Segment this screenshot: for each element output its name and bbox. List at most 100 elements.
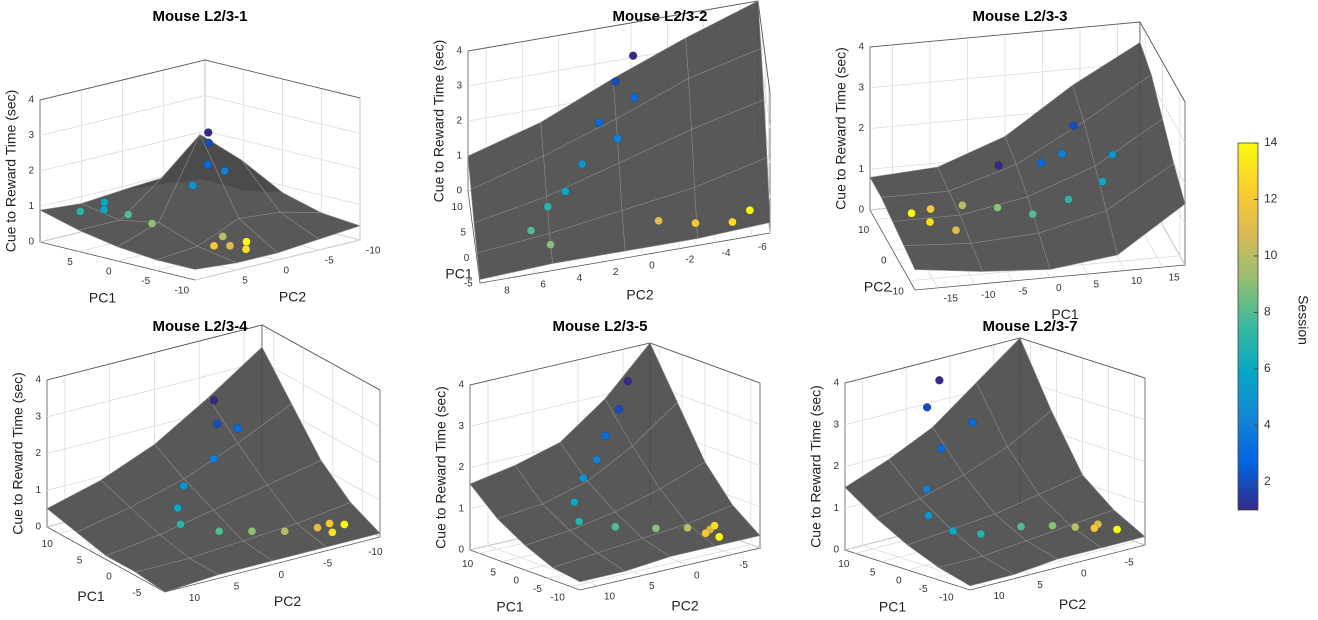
point bbox=[209, 241, 219, 251]
point bbox=[1037, 158, 1046, 168]
y-tick-label: 0 bbox=[1081, 569, 1087, 580]
point bbox=[340, 520, 349, 529]
axis-label: PC1 bbox=[89, 290, 116, 306]
colorbar-label: Session bbox=[1295, 295, 1311, 345]
point bbox=[280, 527, 289, 536]
z-tick-label: 0 bbox=[458, 545, 464, 556]
box-edge bbox=[39, 59, 206, 101]
axis-label: PC2 bbox=[864, 279, 891, 295]
y-tick-label: 8 bbox=[504, 286, 510, 297]
y-tick-label: -5 bbox=[325, 256, 334, 267]
point bbox=[728, 217, 737, 227]
axis-label: Cue to Reward Time (sec) bbox=[431, 40, 447, 203]
colorbar-tick-label: 6 bbox=[1264, 361, 1271, 375]
y-tick-label: 5 bbox=[242, 276, 248, 287]
point bbox=[710, 521, 719, 530]
colorbar-tick-label: 14 bbox=[1264, 135, 1278, 149]
axis-label: PC2 bbox=[279, 289, 306, 305]
point bbox=[907, 208, 916, 218]
point bbox=[1028, 209, 1037, 219]
y-tick-label: 0 bbox=[694, 570, 700, 581]
z-tick-label: 1 bbox=[858, 164, 864, 175]
z-tick-label: 4 bbox=[458, 380, 464, 391]
axis-label: Cue to Reward Time (sec) bbox=[10, 372, 26, 535]
point bbox=[179, 481, 189, 491]
point bbox=[936, 444, 946, 453]
panel: 0 1 2 3 4 -5 0 5 10 -10 -5 0 5 10 Mouse L2/3-4 PC1 PC2 Cu… bbox=[10, 318, 383, 609]
panel: 0 1 2 3 4 -10 -5 0 5 -10 -5 0 5 Mouse L2/3-1 PC1 PC2 Cue… bbox=[3, 8, 381, 306]
point bbox=[561, 187, 570, 196]
x-tick-label: -5 bbox=[132, 588, 141, 599]
point bbox=[577, 159, 587, 169]
point bbox=[124, 210, 133, 219]
point bbox=[204, 138, 213, 148]
x-tick-label: 0 bbox=[513, 576, 519, 587]
y-tick-label: 0 bbox=[284, 266, 290, 277]
panel: 0 1 2 3 4 -10 -5 0 5 10 -5 0 5 10 Mouse L2/3-5 PC1 PC2 Cu… bbox=[433, 318, 762, 615]
z-tick-label: 0 bbox=[456, 186, 462, 197]
point bbox=[526, 226, 536, 235]
point bbox=[203, 160, 212, 170]
y-tick-label: 0 bbox=[649, 261, 655, 272]
point bbox=[611, 522, 620, 532]
point bbox=[100, 197, 109, 207]
colorbar-tick-label: 10 bbox=[1264, 248, 1278, 262]
z-tick-label: 3 bbox=[28, 130, 34, 141]
z-tick-label: 1 bbox=[833, 503, 839, 514]
point bbox=[543, 202, 553, 211]
y-tick-label: -10 bbox=[889, 286, 904, 297]
point bbox=[225, 241, 235, 250]
point bbox=[1048, 521, 1057, 530]
z-tick-label: 0 bbox=[833, 545, 839, 556]
box-edge bbox=[46, 324, 263, 381]
point bbox=[613, 134, 622, 144]
axis-label: PC1 bbox=[77, 588, 104, 604]
point bbox=[325, 519, 334, 528]
point bbox=[1069, 121, 1078, 131]
y-tick-label: -5 bbox=[739, 560, 748, 571]
point bbox=[173, 503, 182, 513]
panel: 0 1 2 3 4 -10 -5 0 5 10 -5 0 5 10 Mouse L2/3-7 PC1 PC2 Cu… bbox=[808, 318, 1147, 615]
y-tick-label: -10 bbox=[366, 246, 381, 257]
x-tick-label: 10 bbox=[42, 539, 54, 550]
z-tick-label: 4 bbox=[35, 375, 41, 386]
point bbox=[579, 473, 588, 483]
z-tick-label: 2 bbox=[458, 462, 464, 473]
x-tick-label: -10 bbox=[550, 592, 565, 603]
z-tick-label: 2 bbox=[35, 448, 41, 459]
y-tick-label: 10 bbox=[189, 593, 201, 604]
point bbox=[651, 524, 661, 533]
x-tick-label: -5 bbox=[1019, 287, 1028, 298]
point bbox=[209, 454, 218, 464]
axis-label: PC1 bbox=[1051, 306, 1078, 322]
point bbox=[570, 497, 579, 507]
chart-title: Mouse L2/3-7 bbox=[982, 318, 1077, 335]
x-tick-label: -10 bbox=[981, 290, 996, 301]
x-tick-label: 5 bbox=[491, 567, 497, 578]
point bbox=[188, 181, 197, 190]
y-tick-label: 5 bbox=[234, 582, 240, 593]
z-tick-label: 0 bbox=[28, 237, 34, 248]
z-tick-label: 3 bbox=[458, 421, 464, 432]
point bbox=[1090, 523, 1099, 533]
point bbox=[601, 431, 610, 441]
point bbox=[313, 523, 322, 532]
x-tick-label: -5 bbox=[533, 584, 542, 595]
y-tick-label: 2 bbox=[613, 267, 619, 278]
z-tick-label: 0 bbox=[35, 522, 41, 533]
grid-line bbox=[261, 361, 381, 428]
z-tick-label: 1 bbox=[458, 503, 464, 514]
x-tick-label: 5 bbox=[460, 227, 466, 238]
y-tick-label: -5 bbox=[1125, 557, 1134, 568]
box-edge bbox=[204, 59, 361, 99]
point bbox=[592, 455, 601, 465]
z-tick-label: 4 bbox=[456, 46, 462, 57]
z-tick-label: 0 bbox=[858, 205, 864, 216]
y-tick-label: 10 bbox=[604, 591, 616, 602]
point bbox=[1016, 522, 1026, 531]
axis-label: PC2 bbox=[274, 593, 301, 609]
box-edge bbox=[469, 342, 651, 386]
box-edge bbox=[1139, 21, 1186, 103]
x-tick-label: -10 bbox=[175, 286, 190, 297]
point bbox=[968, 418, 977, 427]
